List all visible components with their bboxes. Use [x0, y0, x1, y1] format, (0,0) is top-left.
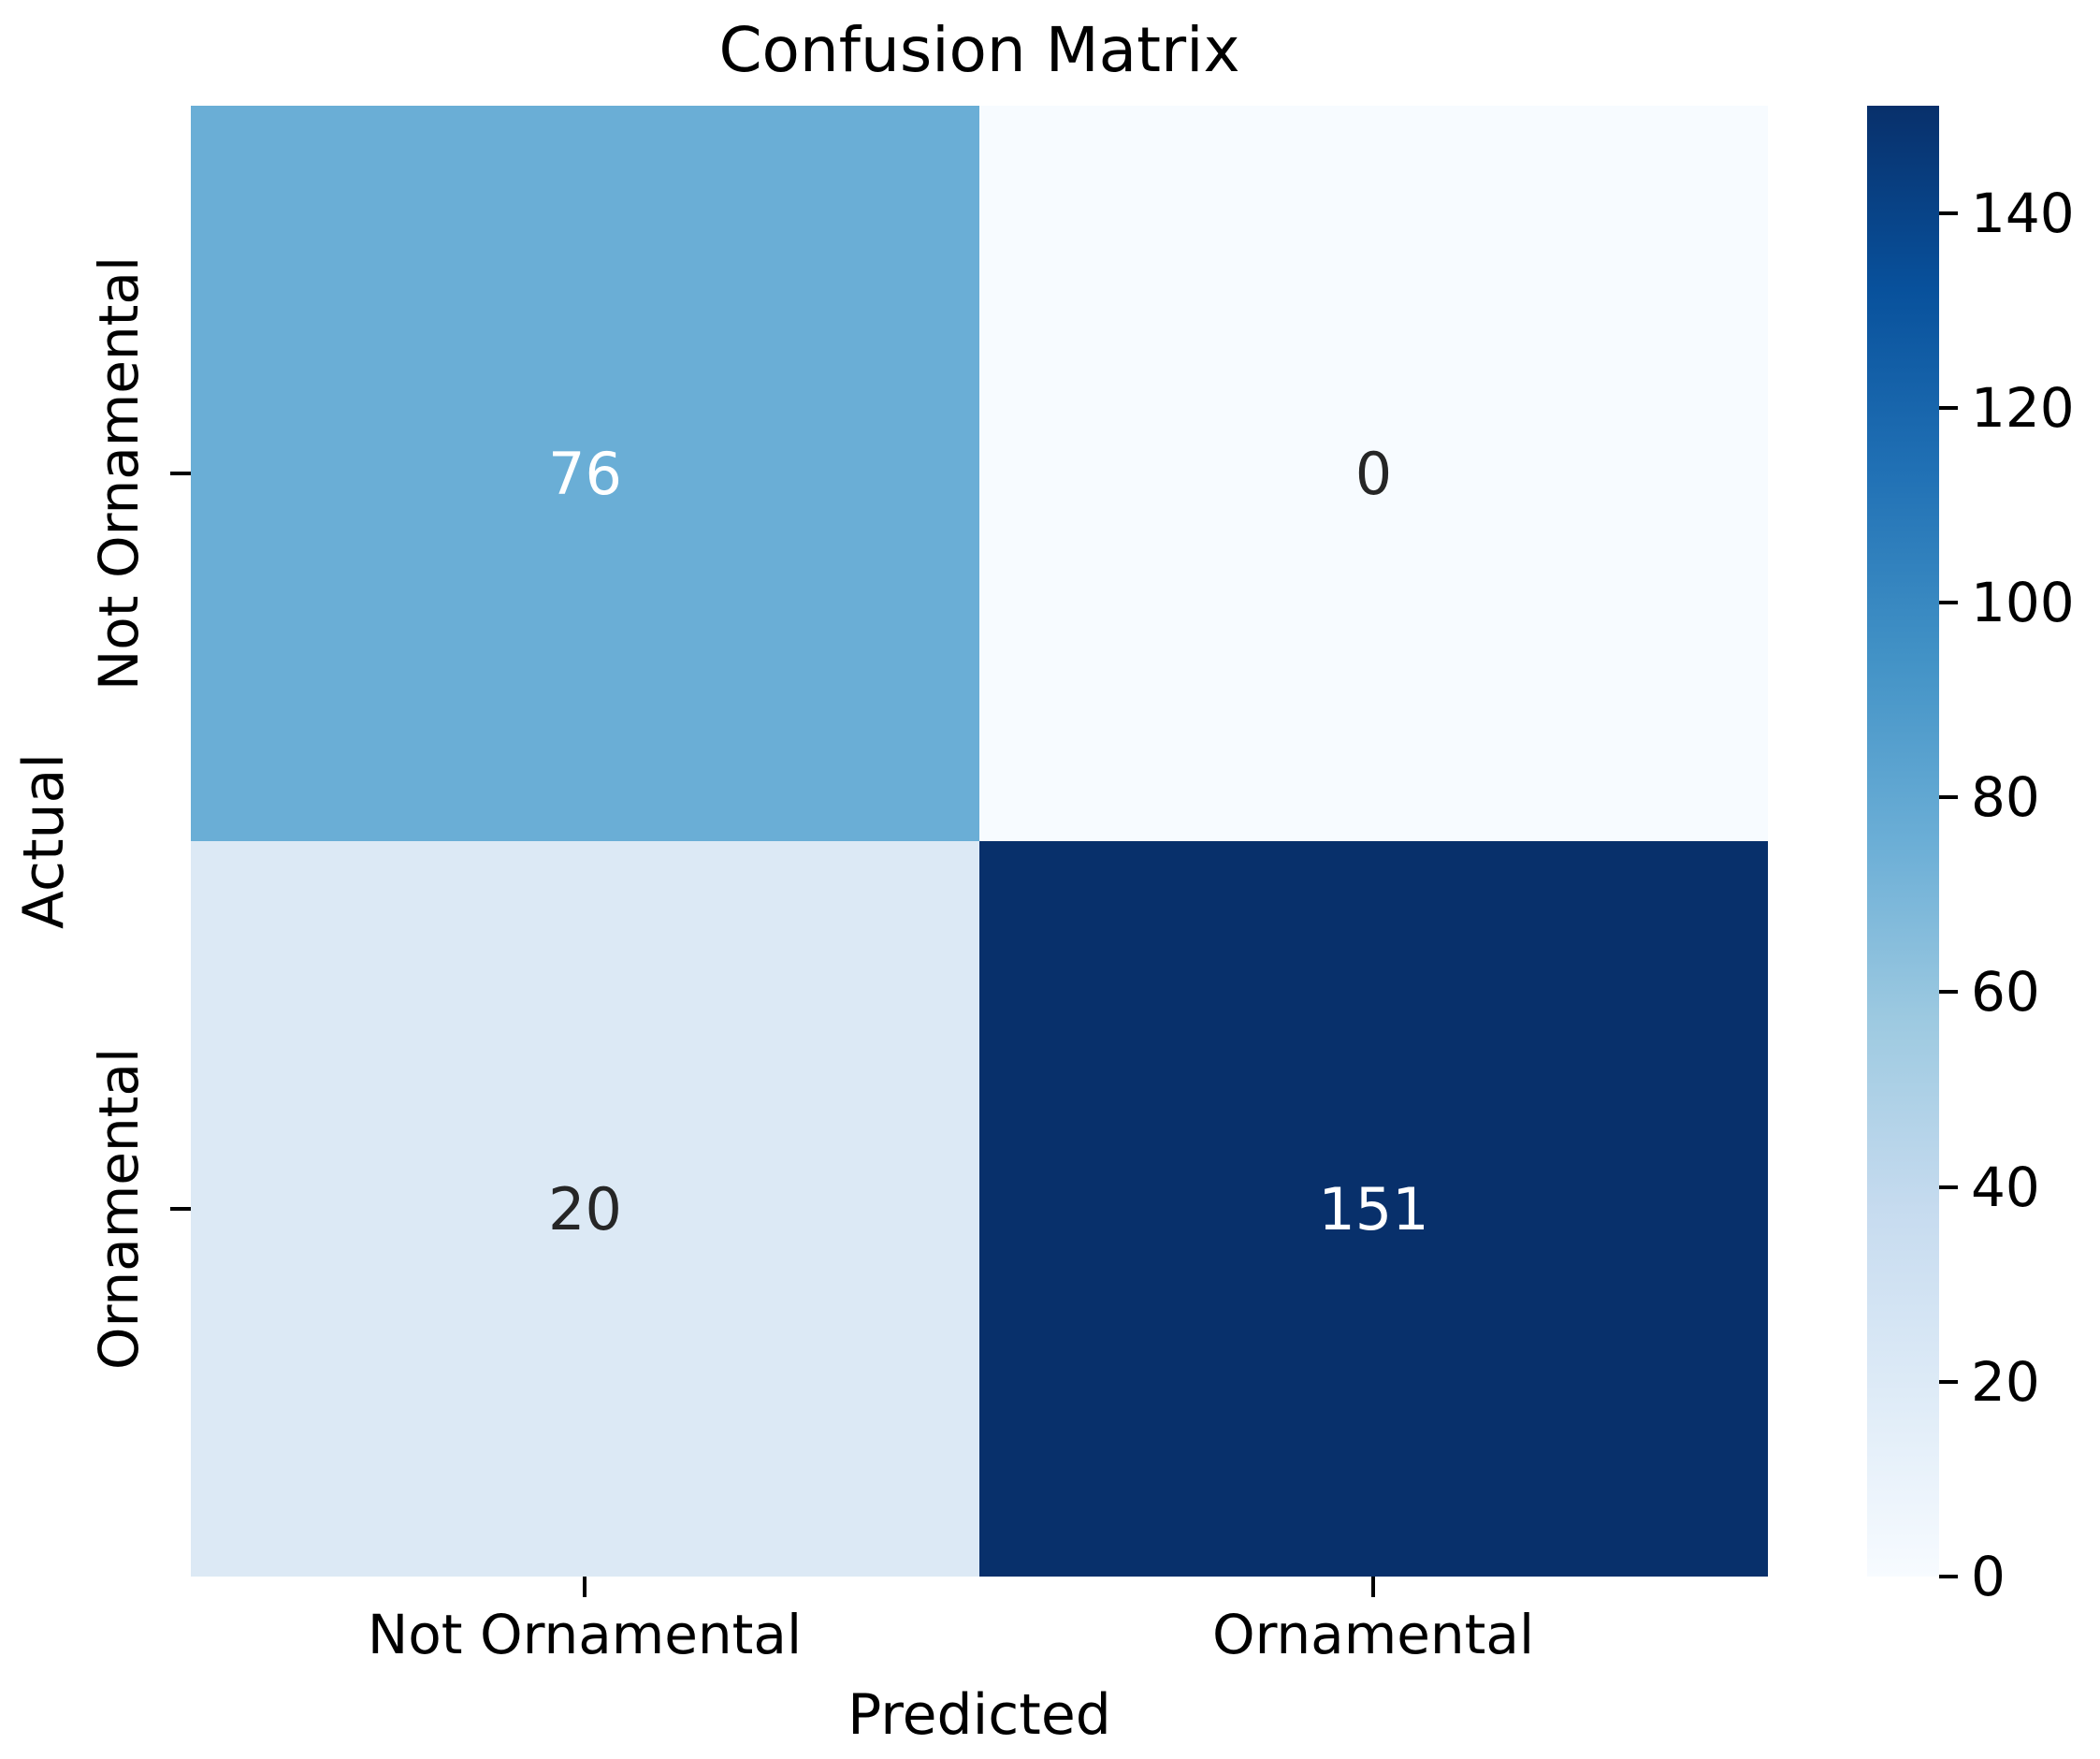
y-tick-mark-ornamental — [170, 1207, 191, 1211]
colorbar-tick-label-100: 100 — [1971, 571, 2075, 634]
heatmap-cell-actual-ornamental-pred-ornamental: 151 — [979, 841, 1768, 1577]
colorbar-tick-mark-140 — [1939, 211, 1958, 215]
heatmap-cell-actual-ornamental-pred-notornamental: 20 — [191, 841, 979, 1577]
cell-value: 76 — [548, 439, 622, 508]
cell-value: 151 — [1318, 1174, 1429, 1243]
colorbar-tick-mark-40 — [1939, 1185, 1958, 1189]
colorbar-tick-mark-60 — [1939, 990, 1958, 994]
x-tick-mark-ornamental — [1371, 1577, 1375, 1597]
colorbar-tick-label-40: 40 — [1971, 1156, 2040, 1219]
colorbar-tick-label-20: 20 — [1971, 1350, 2040, 1414]
colorbar-gradient — [1867, 106, 1939, 1577]
colorbar-tick-label-140: 140 — [1971, 182, 2075, 245]
cell-value: 0 — [1354, 439, 1393, 508]
colorbar-tick-label-60: 60 — [1971, 960, 2040, 1024]
colorbar-tick-mark-0 — [1939, 1575, 1958, 1578]
colorbar-tick-mark-100 — [1939, 601, 1958, 604]
y-tick-label-notornamental: Not Ornamental — [87, 255, 151, 691]
colorbar-tick-mark-20 — [1939, 1380, 1958, 1384]
x-tick-label-ornamental: Ornamental — [1211, 1603, 1535, 1666]
colorbar-tick-mark-80 — [1939, 795, 1958, 799]
y-tick-mark-notornamental — [170, 472, 191, 475]
heatmap-cell-actual-notornamental-pred-notornamental: 76 — [191, 106, 979, 841]
colorbar-tick-mark-120 — [1939, 406, 1958, 410]
chart-title: Confusion Matrix — [718, 14, 1240, 86]
cell-value: 20 — [548, 1174, 622, 1243]
colorbar-tick-label-80: 80 — [1971, 765, 2040, 829]
y-axis-label: Actual — [11, 753, 77, 929]
x-tick-mark-notornamental — [583, 1577, 587, 1597]
colorbar-tick-label-120: 120 — [1971, 376, 2075, 440]
heatmap-plot-area: 76 0 20 151 — [191, 106, 1768, 1577]
colorbar-tick-label-0: 0 — [1971, 1545, 2006, 1608]
y-tick-label-ornamental: Ornamental — [87, 1047, 151, 1371]
x-tick-label-notornamental: Not Ornamental — [367, 1603, 803, 1666]
heatmap-cell-actual-notornamental-pred-ornamental: 0 — [979, 106, 1768, 841]
x-axis-label: Predicted — [847, 1682, 1111, 1748]
